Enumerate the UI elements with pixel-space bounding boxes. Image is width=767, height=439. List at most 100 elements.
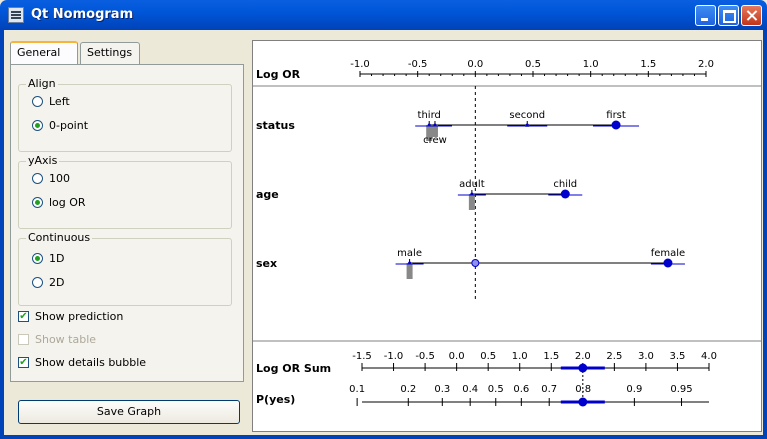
sum-tick-label: 3.5 xyxy=(670,351,686,362)
sum-tick-label: 0.5 xyxy=(480,351,496,362)
value-label: female xyxy=(651,248,685,259)
value-bar xyxy=(406,263,413,279)
zero-point-marker xyxy=(471,259,480,267)
value-label: third xyxy=(418,110,441,121)
tab-settings[interactable]: Settings xyxy=(80,42,140,64)
prediction-marker xyxy=(578,363,588,373)
radio-circle-icon xyxy=(32,95,43,107)
header-tick-label: -1.0 xyxy=(350,59,370,70)
window-frame-bottom xyxy=(0,435,767,439)
window-frame-left xyxy=(0,30,4,439)
continuous-1d-radio[interactable]: 1D xyxy=(32,251,64,265)
yaxis-logor-label: log OR xyxy=(49,195,86,209)
align-0point-radio[interactable]: 0-point xyxy=(32,118,88,132)
prob-tick-label: 0.3 xyxy=(434,384,450,395)
continuous-group: Continuous 1D 2D xyxy=(18,231,232,306)
show-table-checkbox[interactable]: Show table xyxy=(18,332,96,346)
value-marker xyxy=(663,258,673,268)
radio-circle-icon xyxy=(32,119,43,131)
sum-tick-label: 3.0 xyxy=(638,351,654,362)
value-label: first xyxy=(606,110,626,121)
value-marker xyxy=(611,120,621,130)
minimize-button[interactable] xyxy=(695,5,716,26)
value-marker xyxy=(525,123,529,127)
header-tick-label: 2.0 xyxy=(698,59,714,70)
show-details-label: Show details bubble xyxy=(35,355,147,369)
prob-tick-label: 0.4 xyxy=(462,384,478,395)
sum-tick-label: -1.0 xyxy=(384,351,404,362)
tab-general[interactable]: General xyxy=(10,41,78,65)
attribute-label: age xyxy=(256,188,279,201)
show-prediction-checkbox[interactable]: ✔ Show prediction xyxy=(18,309,123,323)
sum-tick-label: -1.5 xyxy=(352,351,372,362)
show-prediction-label: Show prediction xyxy=(35,309,124,323)
title-bar[interactable]: Qt Nomogram xyxy=(0,0,767,30)
value-marker xyxy=(433,123,437,127)
radio-circle-icon xyxy=(32,252,43,264)
header-tick-label: 1.0 xyxy=(583,59,599,70)
maximize-button[interactable] xyxy=(718,5,739,26)
save-graph-label: Save Graph xyxy=(96,405,162,418)
prob-tick-label: 0.2 xyxy=(400,384,416,395)
checkbox-empty-icon xyxy=(18,333,29,345)
app-icon xyxy=(8,7,24,23)
prob-tick-label: 0.7 xyxy=(541,384,557,395)
prob-tick-label: 0.6 xyxy=(513,384,529,395)
sum-tick-label: 1.0 xyxy=(512,351,528,362)
yaxis-100-label: 100 xyxy=(49,171,70,185)
sum-tick-label: 0.0 xyxy=(449,351,465,362)
show-table-label: Show table xyxy=(35,332,97,346)
yaxis-logor-radio[interactable]: log OR xyxy=(32,195,86,209)
nomogram-svg: Log OR -1.0 -0.5 0.0 0.5 1.0 1.5 2.0 status third… xyxy=(253,59,761,407)
value-label: second xyxy=(509,110,545,121)
attribute-label: sex xyxy=(256,257,277,270)
radio-circle-icon xyxy=(32,196,43,208)
value-bar xyxy=(431,125,438,137)
checkmark-icon: ✔ xyxy=(18,356,29,368)
header-tick-label: -0.5 xyxy=(408,59,428,70)
prob-tick-label: 0.1 xyxy=(349,384,365,395)
align-left-label: Left xyxy=(49,94,70,108)
value-bar xyxy=(468,194,475,210)
sum-axis-label: Log OR Sum xyxy=(256,362,331,375)
general-panel: Align Left 0-point yAxis 100 log OR Cont… xyxy=(10,64,244,382)
header-tick-label: 1.5 xyxy=(640,59,656,70)
align-0point-label: 0-point xyxy=(49,118,89,132)
align-left-radio[interactable]: Left xyxy=(32,94,70,108)
yaxis-100-radio[interactable]: 100 xyxy=(32,171,70,185)
save-graph-button[interactable]: Save Graph xyxy=(18,400,240,424)
value-marker xyxy=(560,189,570,199)
nomogram-area: Log OR -1.0 -0.5 0.0 0.5 1.0 1.5 2.0 status third… xyxy=(252,40,762,432)
value-label: male xyxy=(397,248,422,259)
continuous-2d-label: 2D xyxy=(49,275,65,289)
align-group-title: Align xyxy=(26,77,58,90)
continuous-2d-radio[interactable]: 2D xyxy=(32,275,64,289)
prediction-marker xyxy=(578,397,588,407)
value-label: child xyxy=(553,179,577,190)
prob-tick-label: 0.5 xyxy=(488,384,504,395)
sum-tick-label: 4.0 xyxy=(701,351,717,362)
value-marker xyxy=(408,261,412,265)
yaxis-group: yAxis 100 log OR xyxy=(18,154,232,229)
align-group: Align Left 0-point xyxy=(18,77,232,152)
value-marker xyxy=(470,192,474,196)
continuous-group-title: Continuous xyxy=(26,231,93,244)
prob-axis-label: P(yes) xyxy=(256,393,295,406)
close-button[interactable] xyxy=(741,5,762,26)
window-title: Qt Nomogram xyxy=(31,7,134,22)
header-axis-label: Log OR xyxy=(256,68,301,81)
header-tick-label: 0.0 xyxy=(467,59,483,70)
attribute-label: status xyxy=(256,119,295,132)
show-details-checkbox[interactable]: ✔ Show details bubble xyxy=(18,355,146,369)
header-tick-label: 0.5 xyxy=(525,59,541,70)
prob-tick-label: 0.8 xyxy=(575,384,591,395)
value-label: adult xyxy=(459,179,485,190)
radio-circle-icon xyxy=(32,172,43,184)
sum-tick-label: 1.5 xyxy=(543,351,559,362)
checkmark-icon: ✔ xyxy=(18,310,29,322)
sum-tick-label: 2.5 xyxy=(606,351,622,362)
prob-tick-label: 0.9 xyxy=(626,384,642,395)
sum-tick-label: 2.0 xyxy=(575,351,591,362)
radio-circle-icon xyxy=(32,276,43,288)
continuous-1d-label: 1D xyxy=(49,251,65,265)
